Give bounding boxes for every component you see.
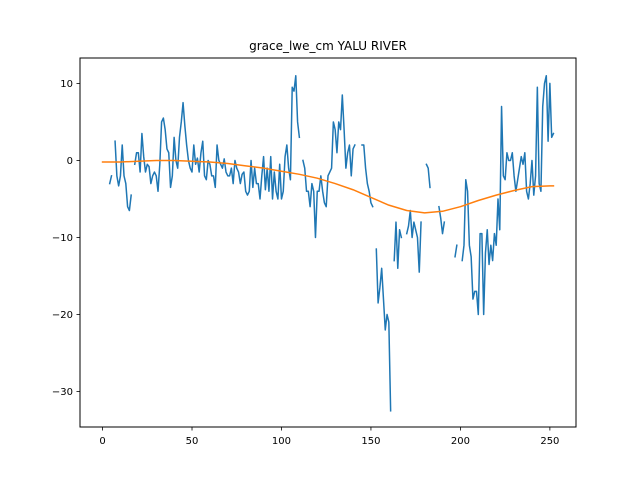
series-layer bbox=[101, 74, 555, 412]
x-tick-label: 200 bbox=[451, 436, 470, 447]
y-tick-label: −20 bbox=[52, 310, 73, 321]
series-line-1 bbox=[108, 74, 555, 412]
plot-area bbox=[79, 57, 577, 428]
x-tick-label: 150 bbox=[361, 436, 380, 447]
plot-frame bbox=[79, 57, 577, 428]
x-axis: 0 50 100 150 200 250 bbox=[99, 427, 559, 447]
x-tick-label: 250 bbox=[540, 436, 559, 447]
y-tick-label: 10 bbox=[60, 79, 73, 90]
y-tick-label: 0 bbox=[67, 156, 73, 167]
y-tick-label: −10 bbox=[52, 233, 73, 244]
y-axis: −30 −20 −10 0 10 bbox=[52, 79, 80, 398]
chart-title: grace_lwe_cm YALU RIVER bbox=[249, 39, 407, 53]
x-tick-label: 50 bbox=[186, 436, 199, 447]
y-tick-label: −30 bbox=[52, 387, 73, 398]
series-line-2 bbox=[101, 159, 555, 214]
x-tick-label: 0 bbox=[99, 436, 105, 447]
x-tick-label: 100 bbox=[272, 436, 291, 447]
